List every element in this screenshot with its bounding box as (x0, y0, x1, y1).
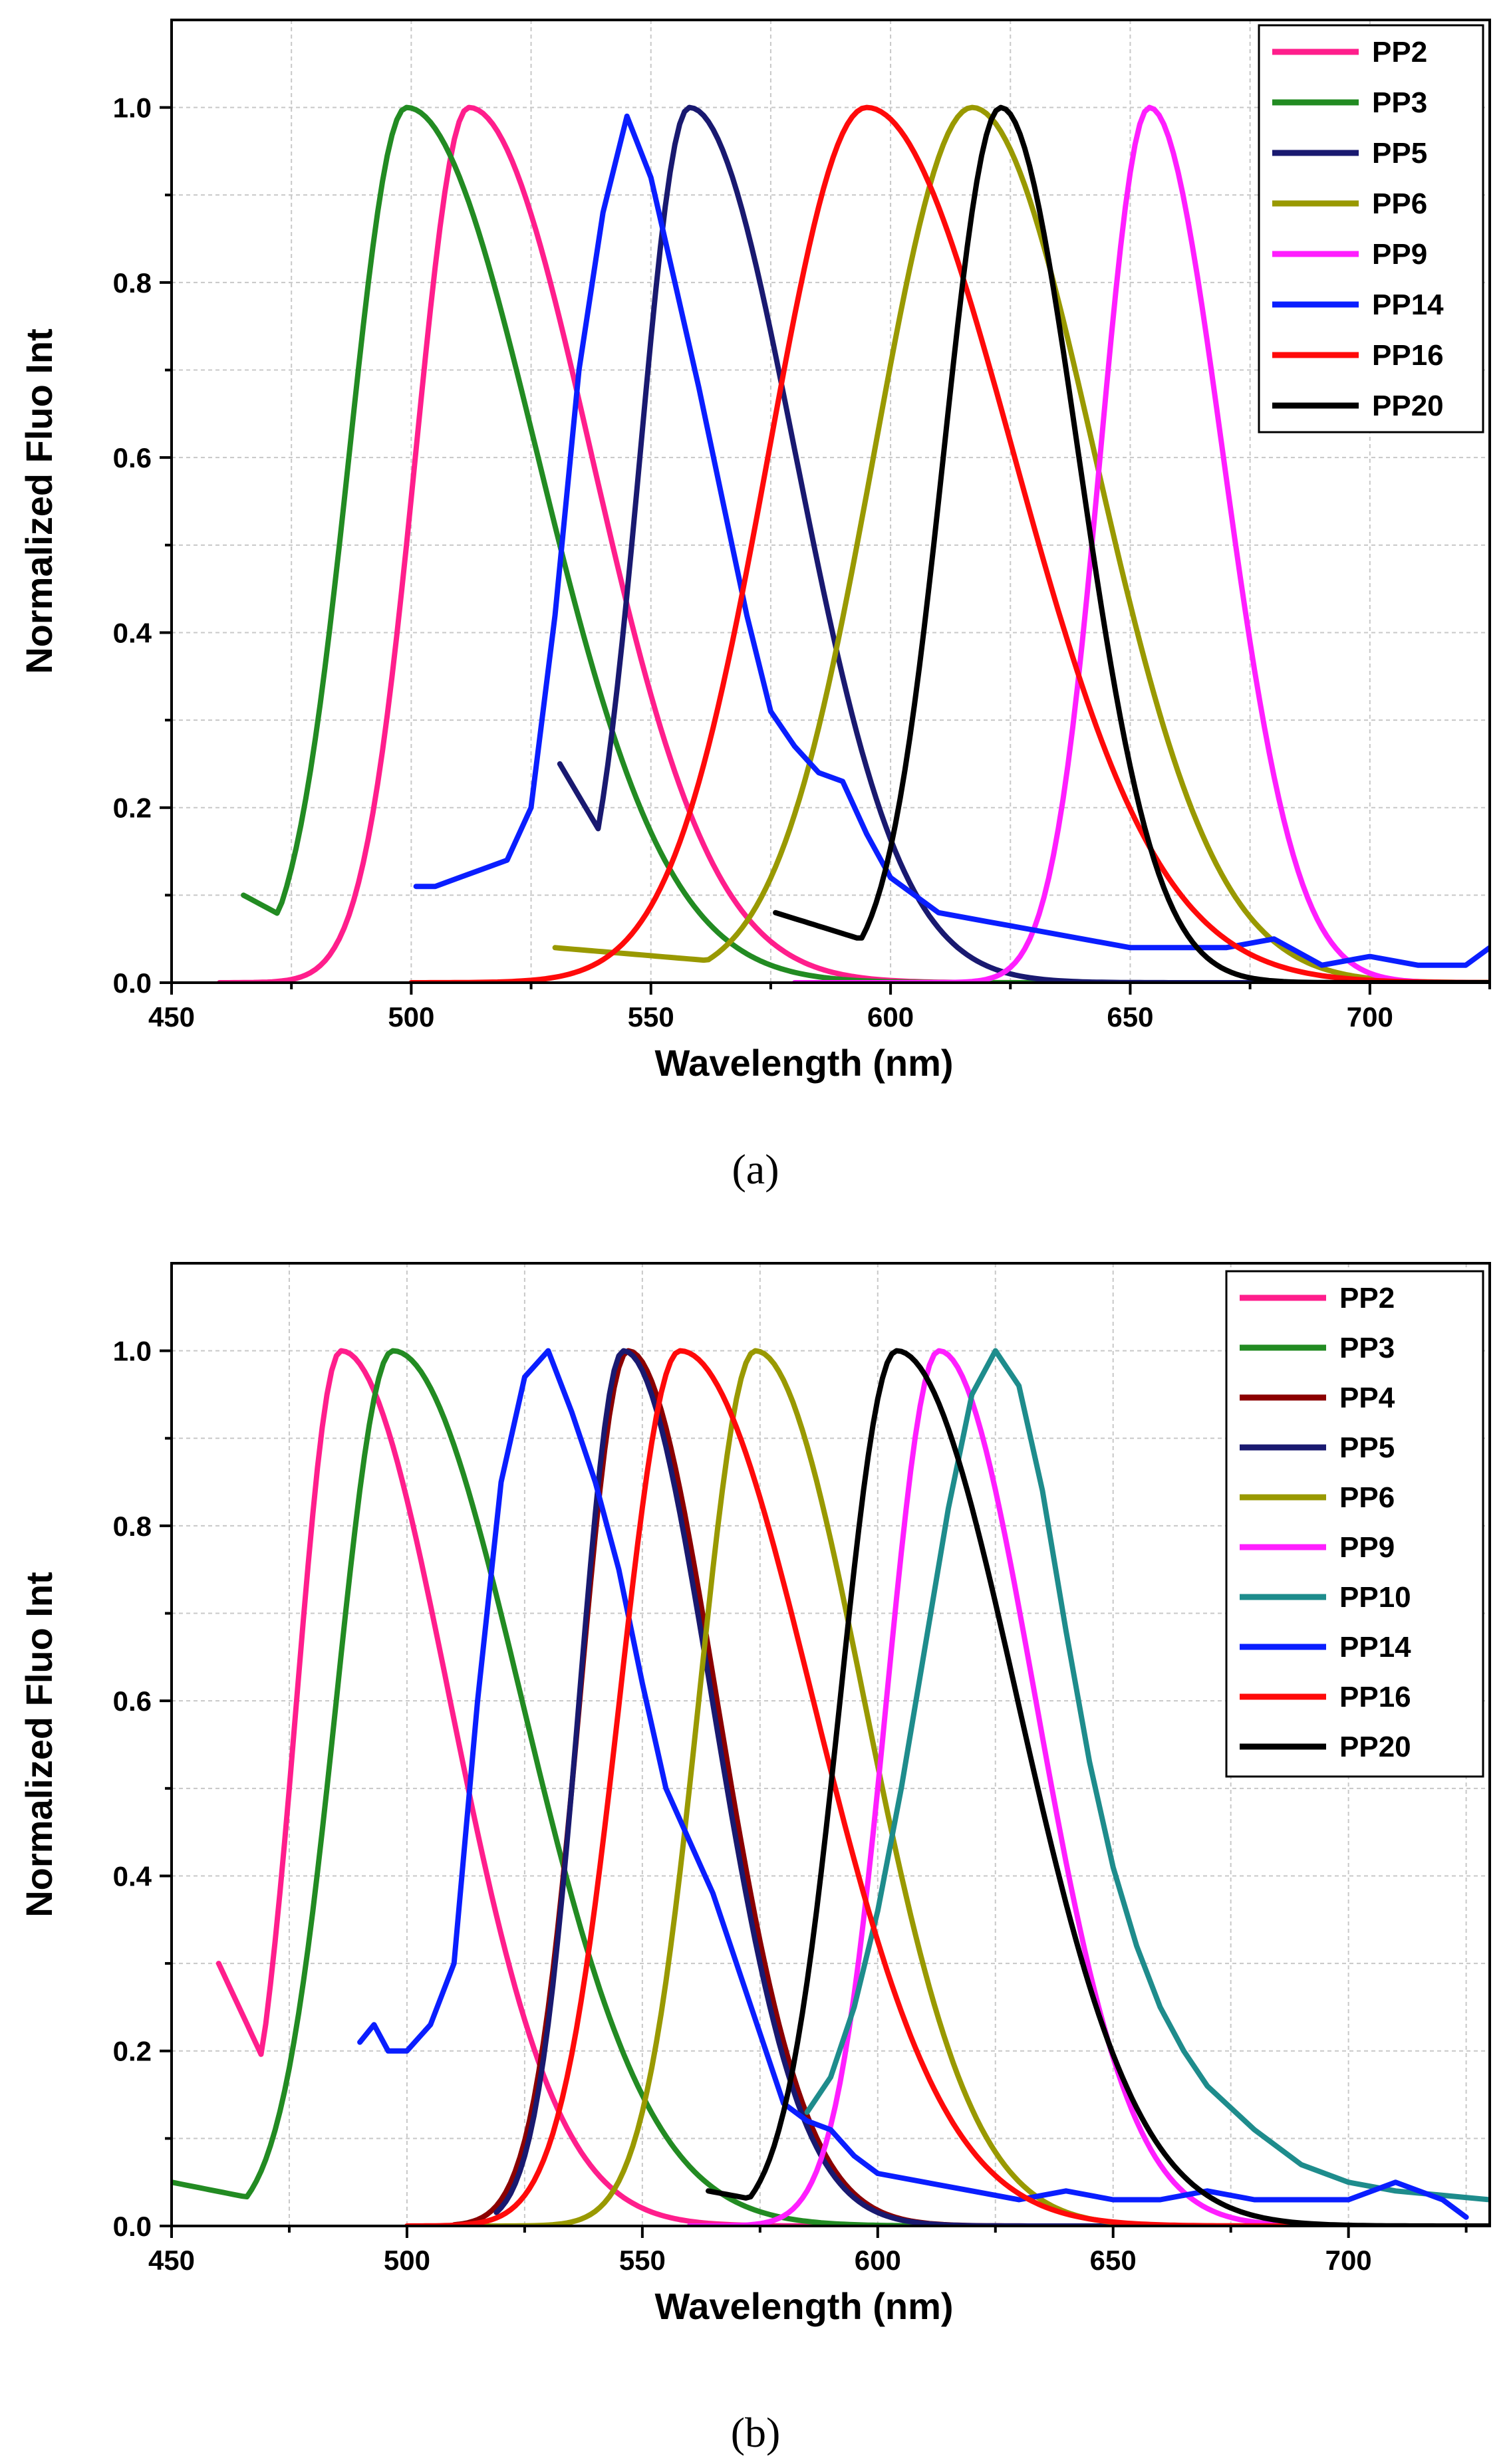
legend-label-pp5: PP5 (1372, 137, 1427, 170)
legend-box (1258, 24, 1484, 433)
x-tick-label: 650 (1090, 2245, 1137, 2276)
x-tick-label: 600 (855, 2245, 901, 2276)
x-tick-label: 550 (619, 2245, 666, 2276)
series-line-pp2 (215, 1348, 1490, 2226)
legend-label-pp14: PP14 (1339, 1631, 1411, 1663)
x-tick-label: 450 (148, 1001, 195, 1033)
y-tick-label: 0.2 (113, 2036, 152, 2067)
series-line-pp16 (404, 1348, 1490, 2226)
legend-label-pp9: PP9 (1339, 1531, 1395, 1564)
legend-label-pp20: PP20 (1372, 390, 1444, 422)
legend-label-pp6: PP6 (1372, 187, 1427, 220)
y-tick-label: 0.0 (113, 967, 152, 999)
y-tick-label: 0.4 (113, 1860, 152, 1892)
x-axis: 450 500 550 600 650 700 Wavelength (nm) (148, 983, 1491, 1084)
panel-caption: (a) (732, 1146, 779, 1193)
x-axis: 450 500 550 600 650 700 Wavelength (nm) (148, 2226, 1468, 2327)
y-tick-label: 1.0 (113, 92, 152, 124)
series-line-pp14 (357, 1348, 1469, 2220)
y-tick-label: 0.2 (113, 793, 152, 824)
legend: PP2 PP3 PP4 PP5 PP6 PP9 PP10 PP14 PP16 PP20 (1225, 1270, 1484, 1778)
x-tick-label: 450 (148, 2245, 195, 2276)
x-axis-label: Wavelength (nm) (654, 1042, 953, 1084)
y-axis-label: Normalized Fluo Int (18, 1572, 60, 1917)
y-tick-label: 0.4 (113, 617, 152, 648)
legend-label-pp2: PP2 (1372, 36, 1427, 68)
series-line-pp2 (217, 104, 1490, 983)
legend-label-pp2: PP2 (1339, 1282, 1395, 1314)
series-line-pp3 (172, 1348, 1490, 2226)
plot-frame (170, 19, 1491, 984)
legend: PP2 PP3 PP5 PP6 PP9 PP14 PP16 PP20 (1258, 24, 1484, 433)
y-axis: 0.0 0.2 0.4 0.6 0.8 1.0 Normalized Fluo Int (18, 1336, 172, 2242)
series-line-pp6 (552, 104, 1490, 983)
y-axis-label: Normalized Fluo Int (18, 328, 60, 674)
x-tick-label: 600 (867, 1001, 914, 1033)
legend-label-pp5: PP5 (1339, 1431, 1395, 1464)
legend-label-pp6: PP6 (1339, 1481, 1395, 1514)
legend-label-pp9: PP9 (1372, 238, 1427, 271)
y-tick-label: 0.6 (113, 1685, 152, 1717)
legend-box (1225, 1270, 1484, 1778)
legend-label-pp10: PP10 (1339, 1581, 1411, 1614)
series-line-pp10 (804, 1348, 1490, 2203)
series-group (217, 104, 1490, 983)
series-line-pp3 (241, 104, 1181, 983)
series-line-pp5 (557, 104, 1490, 983)
x-tick-label: 500 (388, 1001, 434, 1033)
legend-label-pp20: PP20 (1339, 1731, 1411, 1763)
y-tick-label: 0.0 (113, 2211, 152, 2242)
x-tick-label: 650 (1107, 1001, 1153, 1033)
series-line-pp9 (791, 104, 1490, 983)
legend-label-pp4: PP4 (1339, 1382, 1395, 1414)
y-tick-label: 0.6 (113, 442, 152, 473)
series-line-pp16 (408, 104, 1490, 983)
series-line-pp6 (475, 1348, 1490, 2226)
x-tick-label: 550 (628, 1001, 674, 1033)
legend-label-pp16: PP16 (1372, 339, 1444, 372)
panel-caption: (b) (731, 2409, 781, 2456)
x-tick-label: 500 (384, 2245, 430, 2276)
y-axis: 0.0 0.2 0.4 0.6 0.8 1.0 Normalized Fluo Int (18, 92, 172, 999)
y-tick-label: 1.0 (113, 1336, 152, 1367)
series-line-pp20 (773, 104, 1490, 983)
legend-label-pp3: PP3 (1339, 1332, 1395, 1364)
series-line-pp14 (413, 113, 1490, 968)
y-tick-label: 0.8 (113, 267, 152, 299)
x-tick-label: 700 (1347, 1001, 1393, 1033)
x-axis-label: Wavelength (nm) (654, 2285, 953, 2327)
legend-label-pp16: PP16 (1339, 1681, 1411, 1713)
plot-frame (170, 1262, 1491, 2227)
y-tick-label: 0.8 (113, 1511, 152, 1542)
legend-label-pp3: PP3 (1372, 86, 1427, 119)
x-tick-label: 700 (1325, 2245, 1372, 2276)
legend-label-pp14: PP14 (1372, 289, 1444, 321)
